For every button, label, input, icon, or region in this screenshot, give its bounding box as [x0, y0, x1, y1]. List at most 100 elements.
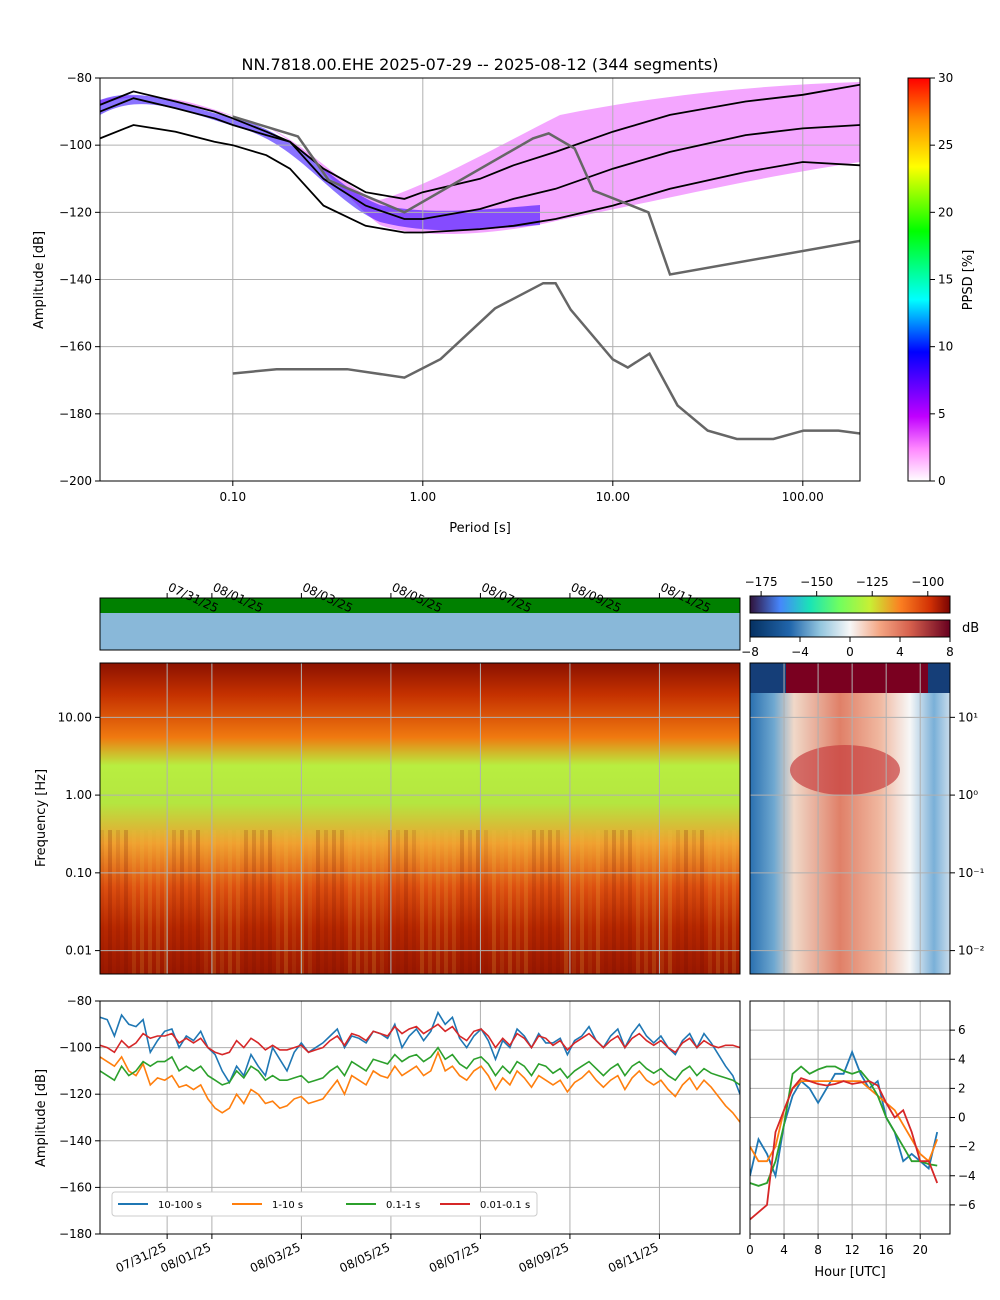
spectrogram-stripe: [580, 830, 584, 974]
spectrogram-stripe: [524, 830, 528, 974]
ppsd-xtick-label: 0.10: [219, 490, 246, 504]
spectrogram-stripes: [100, 830, 736, 974]
spectrogram-stripe: [508, 830, 512, 974]
spectrogram-stripe: [676, 830, 680, 974]
ppsd-ytick-label: −100: [59, 138, 92, 152]
spectrogram-stripe: [652, 830, 656, 974]
spectrogram-stripe: [692, 830, 696, 974]
spectrogram-stripe: [236, 830, 240, 974]
timeseries-xtick-label: 08/11/25: [606, 1240, 661, 1275]
spectrogram-stripe: [308, 830, 312, 974]
ppsd-colorbar: [907, 77, 931, 482]
ppsd-heatmap: [100, 82, 860, 235]
spectrogram-stripe: [484, 830, 488, 974]
timeseries-line-10-100 s: [100, 1010, 740, 1095]
spectrogram-stripe: [396, 830, 400, 974]
spectrogram-ytick-label: 0.10: [65, 866, 92, 880]
gap-bar: [100, 613, 740, 650]
diurnal-avg-xtick-label: 12: [844, 1243, 859, 1257]
spectrogram-stripe: [532, 830, 536, 974]
spectrogram-stripe: [196, 830, 200, 974]
spectrogram-stripe: [132, 830, 136, 974]
diurnal-ticks: 10⁻² 10⁻¹ 10⁰ 10¹: [950, 710, 985, 958]
diurnal-hotspot: [790, 745, 900, 795]
spectrogram-stripe: [612, 830, 616, 974]
timeseries-xtick-label: 08/07/25: [427, 1240, 482, 1275]
spectrogram-stripe: [596, 830, 600, 974]
spectrogram-stripe: [684, 830, 688, 974]
spectrogram-stripe: [212, 830, 216, 974]
ppsd-lines: [100, 83, 860, 441]
ppsd-colorbar-ticks: 0 5 10 15 20 25 30: [930, 71, 953, 488]
ppsd-percentile-low: [100, 124, 860, 234]
spectrogram-stripe: [324, 830, 328, 974]
spectrogram-colorbar-tick-label: −150: [800, 575, 833, 589]
diurnal-avg-ytick-label: −6: [958, 1198, 976, 1212]
spectrogram-stripe: [284, 830, 288, 974]
diurnal-colorbar-ticks: −8 −4 0 4 8: [741, 637, 954, 659]
timeseries-line-0.1-1 s: [100, 1046, 740, 1086]
timeseries-line-1-10 s: [100, 1050, 740, 1123]
timeseries-xtick-label: 08/01/25: [158, 1240, 213, 1275]
spectrogram-stripe: [724, 830, 728, 974]
spectrogram-colorbar: [749, 595, 951, 614]
spectrogram-stripe: [604, 830, 608, 974]
spectrogram-stripe: [156, 830, 160, 974]
spectrogram-stripe: [572, 830, 576, 974]
spectrogram-stripe: [420, 830, 424, 974]
spectrogram-stripe: [140, 830, 144, 974]
spectrogram-stripe: [436, 830, 440, 974]
timeseries-ytick-label: −80: [67, 994, 92, 1008]
spectrogram-ytick-label: 1.00: [65, 788, 92, 802]
spectrogram-ticks: 0.01 0.10 1.00 10.00: [58, 710, 100, 958]
spectrogram-stripe: [404, 830, 408, 974]
spectrogram-stripe: [732, 830, 736, 974]
spectrogram-stripe: [700, 830, 704, 974]
diurnal-ytick-label: 10⁰: [958, 788, 978, 802]
diurnal-ytick-label: 10⁻²: [958, 944, 985, 958]
spectrogram-stripe: [356, 830, 360, 974]
ppsd-ytick-label: −160: [59, 340, 92, 354]
diurnal-avg-lines: [750, 1049, 939, 1221]
spectrogram-colorbar-ticks: −175 −150 −125 −100: [745, 575, 944, 596]
ppsd-ytick-label: −80: [67, 71, 92, 85]
ppsd-xtick-label: 100.00: [782, 490, 824, 504]
spectrogram-stripe: [260, 830, 264, 974]
diurnal-avg-grid: [749, 1001, 950, 1234]
spectrogram-frame: [99, 662, 741, 975]
availability-bar: [100, 598, 740, 613]
spectrogram-stripe: [348, 830, 352, 974]
spectrogram-stripe: [228, 830, 232, 974]
ppsd-new-high-noise-model: [232, 115, 860, 276]
diurnal-colorbar-label: dB: [962, 621, 979, 636]
ppsd-colorbar-tick-label: 10: [938, 340, 953, 354]
spectrogram-stripe: [332, 830, 336, 974]
diurnal-frame: [749, 662, 951, 975]
ppsd-xtick-label: 1.00: [409, 490, 436, 504]
timeseries-ytick-label: −180: [59, 1227, 92, 1241]
diurnal-avg-xlabel: Hour [UTC]: [814, 1265, 885, 1280]
diurnal-top-band-right: [928, 663, 950, 693]
spectrogram-stripe: [268, 830, 272, 974]
timeseries-ylabel: Amplitude [dB]: [34, 1069, 49, 1167]
spectrogram-stripe: [364, 830, 368, 974]
diurnal-grid: [750, 663, 950, 974]
diurnal-avg-ytick-label: 0: [958, 1111, 966, 1125]
spectrogram-stripe: [116, 830, 120, 974]
diurnal-colorbar-tick-label: 4: [896, 645, 904, 659]
diurnal-ytick-label: 10⁻¹: [958, 866, 985, 880]
timeseries-ytick-label: −120: [59, 1087, 92, 1101]
ppsd-ytick-label: −180: [59, 407, 92, 421]
spectrogram-stripe: [620, 830, 624, 974]
spectrogram-stripe: [556, 830, 560, 974]
legend-label: 10-100 s: [158, 1200, 202, 1211]
diurnal-spectrogram: [750, 663, 950, 974]
spectrogram-stripe: [180, 830, 184, 974]
diurnal-ytick-label: 10¹: [958, 710, 978, 724]
spectrogram-stripe: [644, 830, 648, 974]
diurnal-colorbar-tick-label: 8: [946, 645, 954, 659]
spectrogram-stripe: [388, 830, 392, 974]
legend-label: 0.01-0.1 s: [480, 1200, 530, 1211]
spectrogram-ytick-label: 10.00: [58, 710, 92, 724]
ppsd-ylabel: Amplitude [dB]: [32, 231, 47, 329]
